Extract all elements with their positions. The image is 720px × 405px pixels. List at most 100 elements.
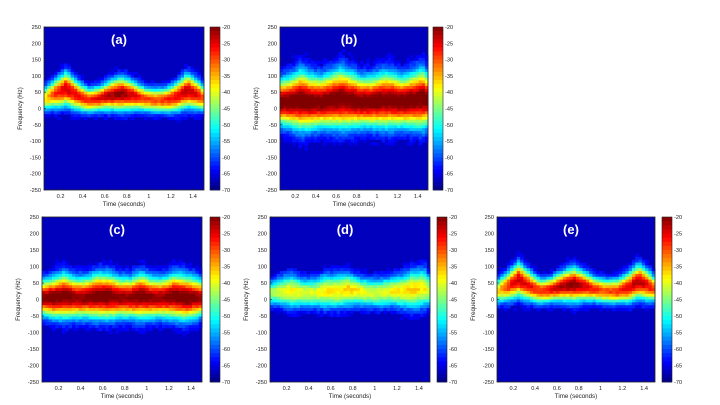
- heat-cell: [304, 100, 309, 104]
- heat-cell: [310, 69, 315, 73]
- heat-cell: [559, 271, 564, 275]
- heat-cell: [122, 285, 126, 289]
- heat-cell: [350, 133, 355, 137]
- heat-cell: [350, 268, 354, 272]
- heat-cell: [95, 322, 100, 326]
- heat-cell: [556, 271, 560, 275]
- heat-cell: [100, 102, 105, 107]
- heat-cell: [187, 83, 192, 87]
- heat-cell: [192, 325, 196, 329]
- heat-cell: [175, 330, 180, 335]
- heat-cell: [188, 296, 193, 300]
- heat-cell: [394, 97, 398, 101]
- heat-cell: [74, 100, 78, 104]
- heat-cell: [162, 316, 166, 320]
- heat-cell: [160, 97, 165, 101]
- heat-cell: [301, 139, 306, 143]
- heat-cell: [396, 293, 401, 298]
- heat-cell: [409, 133, 413, 137]
- heat-cell: [381, 83, 386, 87]
- heat-cell: [326, 69, 330, 73]
- heat-cell: [178, 293, 183, 298]
- heat-cell: [320, 80, 324, 84]
- colorbar-segment: [433, 63, 443, 69]
- heat-cell: [344, 57, 349, 62]
- heat-cell: [164, 102, 168, 107]
- heat-cell: [124, 77, 128, 81]
- heat-cell: [280, 97, 284, 101]
- heat-cell: [192, 305, 196, 309]
- heat-cell: [543, 293, 547, 298]
- heat-cell: [102, 308, 106, 312]
- heat-cell: [326, 125, 330, 129]
- heat-cell: [114, 88, 118, 93]
- heat-cell: [572, 285, 577, 289]
- heat-cell: [157, 108, 162, 112]
- heat-cell: [406, 88, 410, 93]
- heat-cell: [323, 86, 327, 90]
- heat-cell: [182, 299, 186, 303]
- heat-cell: [310, 97, 315, 101]
- heat-cell: [602, 305, 607, 309]
- heat-cell: [559, 262, 564, 266]
- heat-cell: [403, 305, 408, 309]
- heat-cell: [170, 83, 175, 87]
- colorbar-frame: [209, 216, 221, 383]
- heat-cell: [197, 100, 202, 104]
- heat-cell: [42, 293, 46, 298]
- heat-cell: [526, 268, 531, 272]
- heat-cell: [350, 290, 354, 295]
- heat-cell: [323, 111, 327, 115]
- heat-cell: [90, 88, 95, 93]
- heat-cell: [387, 136, 392, 140]
- heat-cell: [145, 271, 150, 275]
- heat-cell: [323, 108, 327, 112]
- heat-cell: [572, 299, 577, 303]
- heat-cell: [317, 119, 321, 123]
- heat-cell: [142, 288, 146, 292]
- heat-cell: [363, 282, 368, 286]
- heat-cell: [68, 276, 73, 280]
- heat-cell: [48, 319, 53, 323]
- heat-cell: [50, 108, 55, 112]
- heat-cell: [304, 130, 309, 135]
- heat-cell: [403, 102, 407, 107]
- heat-cell: [298, 145, 302, 149]
- heat-cell: [350, 128, 355, 132]
- heat-cell: [162, 271, 166, 275]
- heat-cell: [175, 302, 180, 306]
- heat-cell: [415, 114, 420, 118]
- heat-cell: [330, 296, 334, 300]
- heat-cell: [397, 83, 401, 87]
- heat-cell: [320, 108, 324, 112]
- heat-cell: [523, 268, 528, 272]
- colorbar-segment: [210, 75, 220, 81]
- heat-cell: [320, 285, 324, 289]
- heat-cell: [128, 319, 133, 323]
- heat-cell: [412, 94, 417, 98]
- heat-cell: [393, 282, 398, 286]
- heat-cell: [58, 285, 63, 289]
- heat-cell: [55, 259, 60, 263]
- heat-cell: [400, 122, 404, 126]
- heat-cell: [157, 94, 162, 98]
- heat-cell: [520, 293, 524, 298]
- heat-cell: [52, 293, 56, 298]
- colorbar-segment: [433, 124, 443, 130]
- heat-cell: [68, 305, 73, 309]
- heat-cell: [48, 316, 53, 320]
- heat-cell: [576, 262, 580, 266]
- heat-cell: [42, 296, 46, 300]
- heat-cell: [313, 97, 318, 101]
- heat-cell: [270, 308, 274, 312]
- heat-cell: [346, 262, 351, 266]
- heat-cell: [387, 52, 392, 56]
- heat-cell: [595, 276, 600, 280]
- heat-cell: [162, 296, 166, 300]
- colorbar-tick-label: -30: [222, 58, 230, 64]
- heat-cell: [42, 282, 46, 286]
- heat-cell: [383, 293, 388, 298]
- heat-cell: [307, 60, 312, 64]
- heat-cell: [595, 279, 600, 283]
- heat-cell: [313, 66, 318, 70]
